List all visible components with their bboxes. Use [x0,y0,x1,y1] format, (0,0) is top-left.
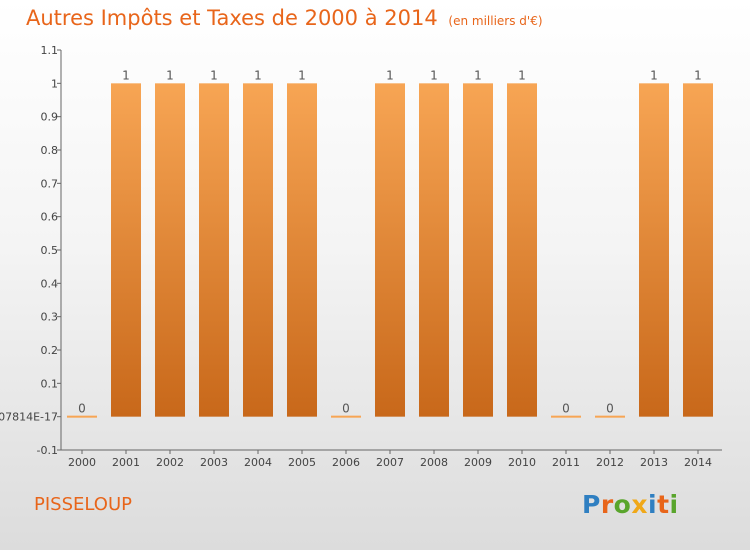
y-tick-label: 0.4 [41,277,59,290]
value-label-2013: 1 [650,68,658,82]
y-tick-label: 0.2 [41,344,59,357]
y-tick-label: -0.1 [37,444,58,457]
y-tick-label: 0.7 [41,177,59,190]
value-label-2001: 1 [122,68,130,82]
bar-2005 [287,83,317,417]
chart-title-text: Autres Impôts et Taxes de 2000 à 2014 [26,6,438,30]
y-tick-label: 1.1 [41,44,59,57]
x-tick-label-2010: 2010 [508,456,536,469]
bar-2009 [463,83,493,417]
y-tick-label: 0.9 [41,111,59,124]
x-tick-label-2008: 2008 [420,456,448,469]
x-tick-label-2011: 2011 [552,456,580,469]
y-tick-label: 1.3877787807814E-17 [0,411,58,424]
logo-letter: i [669,490,679,519]
x-tick-label-2002: 2002 [156,456,184,469]
x-tick-label-2003: 2003 [200,456,228,469]
logo-letter: P [582,490,601,519]
bars: 0 1 1 1 1 1 0 1 1 1 1 0 0 1 1 [67,68,713,418]
x-tick-label-2001: 2001 [112,456,140,469]
value-label-2006: 0 [342,402,350,416]
chart-subtitle: (en milliers d'€) [448,14,543,28]
x-tick-label-2004: 2004 [244,456,272,469]
value-label-2011: 0 [562,402,570,416]
bar-2006 [331,415,361,418]
x-tick-label-2007: 2007 [376,456,404,469]
bar-2010 [507,83,537,417]
value-label-2007: 1 [386,68,394,82]
logo-letter: i [648,490,658,519]
bar-2002 [155,83,185,417]
chart-title: Autres Impôts et Taxes de 2000 à 2014 (e… [26,6,543,30]
bar-2007 [375,83,405,417]
x-tick-label-2013: 2013 [640,456,668,469]
y-tick-label: 0.5 [41,244,59,257]
value-label-2014: 1 [694,68,702,82]
y-tick-label: 0.1 [41,377,59,390]
value-label-2004: 1 [254,68,262,82]
bar-2004 [243,83,273,417]
logo-letter: x [631,490,648,519]
x-tick-label-2005: 2005 [288,456,316,469]
x-tick-label-2006: 2006 [332,456,360,469]
y-tick-label: 0.6 [41,211,59,224]
y-tick-label: 1 [51,77,58,90]
x-axis: 2000 2001 2002 2003 2004 2005 2006 2007 2008 2009… [61,449,722,469]
y-tick-label: 0.3 [41,311,59,324]
value-label-2008: 1 [430,68,438,82]
x-tick-label-2014: 2014 [684,456,712,469]
x-tick-label-2009: 2009 [464,456,492,469]
logo-letter: o [613,490,632,519]
value-label-2005: 1 [298,68,306,82]
x-tick-label-2012: 2012 [596,456,624,469]
y-tick-label: 0.8 [41,144,59,157]
logo-letter: t [657,490,670,519]
bar-2013 [639,83,669,417]
logo-letter: r [600,490,614,519]
commune-name: PISSELOUP [34,494,132,515]
value-label-2002: 1 [166,68,174,82]
value-label-2003: 1 [210,68,218,82]
bar-2011 [551,415,581,418]
y-axis: -0.1 1.3877787807814E-17 0.1 0.2 0.3 0.4 0.5 0.… [0,44,62,457]
bar-2000 [67,415,97,418]
value-label-2010: 1 [518,68,526,82]
bar-2001 [111,83,141,417]
bar-2003 [199,83,229,417]
value-label-2012: 0 [606,402,614,416]
bar-2008 [419,83,449,417]
value-label-2000: 0 [78,402,86,416]
bar-2014 [683,83,713,417]
bar-2012 [595,415,625,418]
x-tick-label-2000: 2000 [68,456,96,469]
value-label-2009: 1 [474,68,482,82]
proxiti-logo: Proxiti [582,490,679,519]
